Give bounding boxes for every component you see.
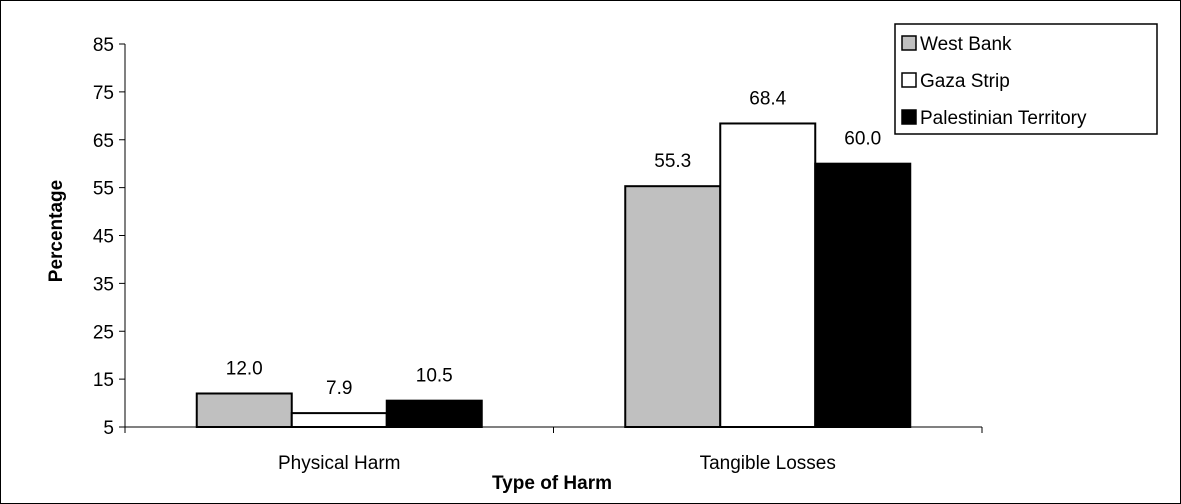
legend-swatch	[901, 109, 917, 125]
y-tick-label: 85	[93, 35, 114, 56]
bar	[385, 399, 483, 429]
legend-swatch	[901, 72, 917, 88]
x-category-label: Tangible Losses	[700, 453, 836, 474]
bar	[624, 185, 722, 428]
legend-box	[894, 23, 1158, 135]
bar	[195, 392, 293, 428]
y-tick-label: 15	[93, 370, 114, 391]
y-tick-label: 35	[93, 274, 114, 295]
legend-swatch	[901, 35, 917, 51]
data-label: 55.3	[654, 151, 691, 172]
bar	[814, 162, 912, 428]
y-tick-label: 45	[93, 227, 114, 248]
y-tick-label: 25	[93, 322, 114, 343]
data-label: 60.0	[844, 129, 881, 150]
x-category-label: Physical Harm	[278, 453, 400, 474]
legend-label: Palestinian Territory	[920, 108, 1087, 129]
legend: West Bank Gaza Strip Palestinian Territory	[894, 23, 1158, 135]
data-label: 7.9	[326, 378, 352, 399]
y-tick-label: 65	[93, 131, 114, 152]
bar	[290, 412, 388, 428]
y-tick-label: 75	[93, 83, 114, 104]
data-label: 68.4	[749, 88, 786, 109]
y-tick-label: 55	[93, 179, 114, 200]
y-axis-title: Percentage	[46, 180, 67, 282]
x-axis-title: Type of Harm	[492, 473, 612, 494]
y-tick-label: 5	[103, 418, 114, 439]
bar	[719, 122, 817, 428]
legend-label: Gaza Strip	[920, 71, 1010, 92]
data-label: 10.5	[416, 366, 453, 387]
data-label: 12.0	[226, 358, 263, 379]
legend-label: West Bank	[920, 34, 1012, 55]
